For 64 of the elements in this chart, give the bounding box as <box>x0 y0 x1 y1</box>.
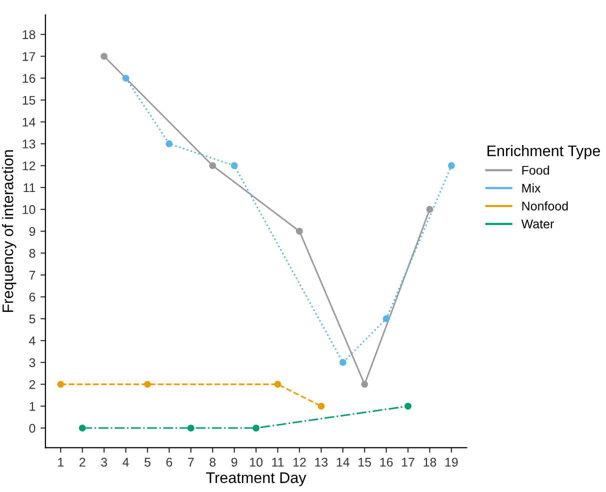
legend-label: Nonfood <box>522 201 568 210</box>
point <box>230 162 238 170</box>
x-tick-label: 17 <box>402 458 414 466</box>
y-tick-label: 11 <box>24 183 36 192</box>
point <box>78 424 86 432</box>
x-tick-label: 6 <box>166 458 172 467</box>
y-tick-label: 15 <box>22 96 36 105</box>
x-axis-title: Treatment Day <box>206 472 306 486</box>
point <box>382 315 390 322</box>
x-tick-label: 11 <box>272 458 284 466</box>
point <box>448 162 455 170</box>
point <box>209 162 216 170</box>
x-tick-label: 19 <box>445 458 458 467</box>
x-tick-label: 18 <box>424 458 436 467</box>
x-tick-label: 3 <box>101 458 107 467</box>
y-tick-label: 8 <box>29 248 36 258</box>
point <box>166 140 173 148</box>
x-tick-label: 14 <box>336 458 350 466</box>
point <box>100 52 108 60</box>
point <box>274 380 282 388</box>
y-tick-label: 4 <box>29 336 36 346</box>
y-tick-label: 1 <box>30 402 36 411</box>
point <box>426 206 434 213</box>
x-tick-label: 15 <box>358 458 372 467</box>
y-tick-label: 10 <box>22 205 36 214</box>
y-tick-label: 18 <box>22 30 36 40</box>
point <box>404 402 412 410</box>
x-tick-label: 5 <box>144 458 150 467</box>
point <box>361 380 368 388</box>
x-tick-label: 8 <box>210 458 216 467</box>
x-tick-label: 2 <box>80 458 86 466</box>
y-tick-label: 13 <box>22 140 36 148</box>
legend-label: Water <box>521 220 554 228</box>
point <box>339 358 346 366</box>
y-tick-label: 6 <box>29 292 36 302</box>
y-tick-label: 5 <box>29 314 36 324</box>
y-tick-label: 9 <box>29 227 36 236</box>
point <box>122 74 130 82</box>
legend-title: Enrichment Type <box>488 145 600 160</box>
y-tick-label: 12 <box>22 161 36 170</box>
x-tick-label: 4 <box>122 458 129 466</box>
legend-label: Food <box>522 166 549 175</box>
y-tick-label: 7 <box>29 270 36 280</box>
y-tick-label: 17 <box>22 52 36 61</box>
y-tick-label: 0 <box>29 424 36 433</box>
x-tick-label: 7 <box>188 458 194 466</box>
x-tick-label: 1 <box>58 458 64 466</box>
x-tick-label: 12 <box>293 458 306 466</box>
point <box>57 380 64 388</box>
point <box>296 228 303 235</box>
x-tick-label: 10 <box>250 458 262 467</box>
point <box>318 402 325 410</box>
y-tick-label: 14 <box>22 118 36 126</box>
legend-label: Mix <box>522 183 541 192</box>
y-tick-label: 3 <box>29 358 36 368</box>
x-tick-label: 9 <box>231 458 238 467</box>
x-tick-label: 13 <box>315 458 328 467</box>
point <box>252 424 260 432</box>
y-tick-label: 2 <box>29 380 36 389</box>
y-tick-label: 16 <box>22 74 36 83</box>
point <box>144 380 151 388</box>
y-axis-title: Frequency of interaction <box>2 150 16 312</box>
point <box>187 424 194 432</box>
x-tick-label: 16 <box>380 458 393 467</box>
